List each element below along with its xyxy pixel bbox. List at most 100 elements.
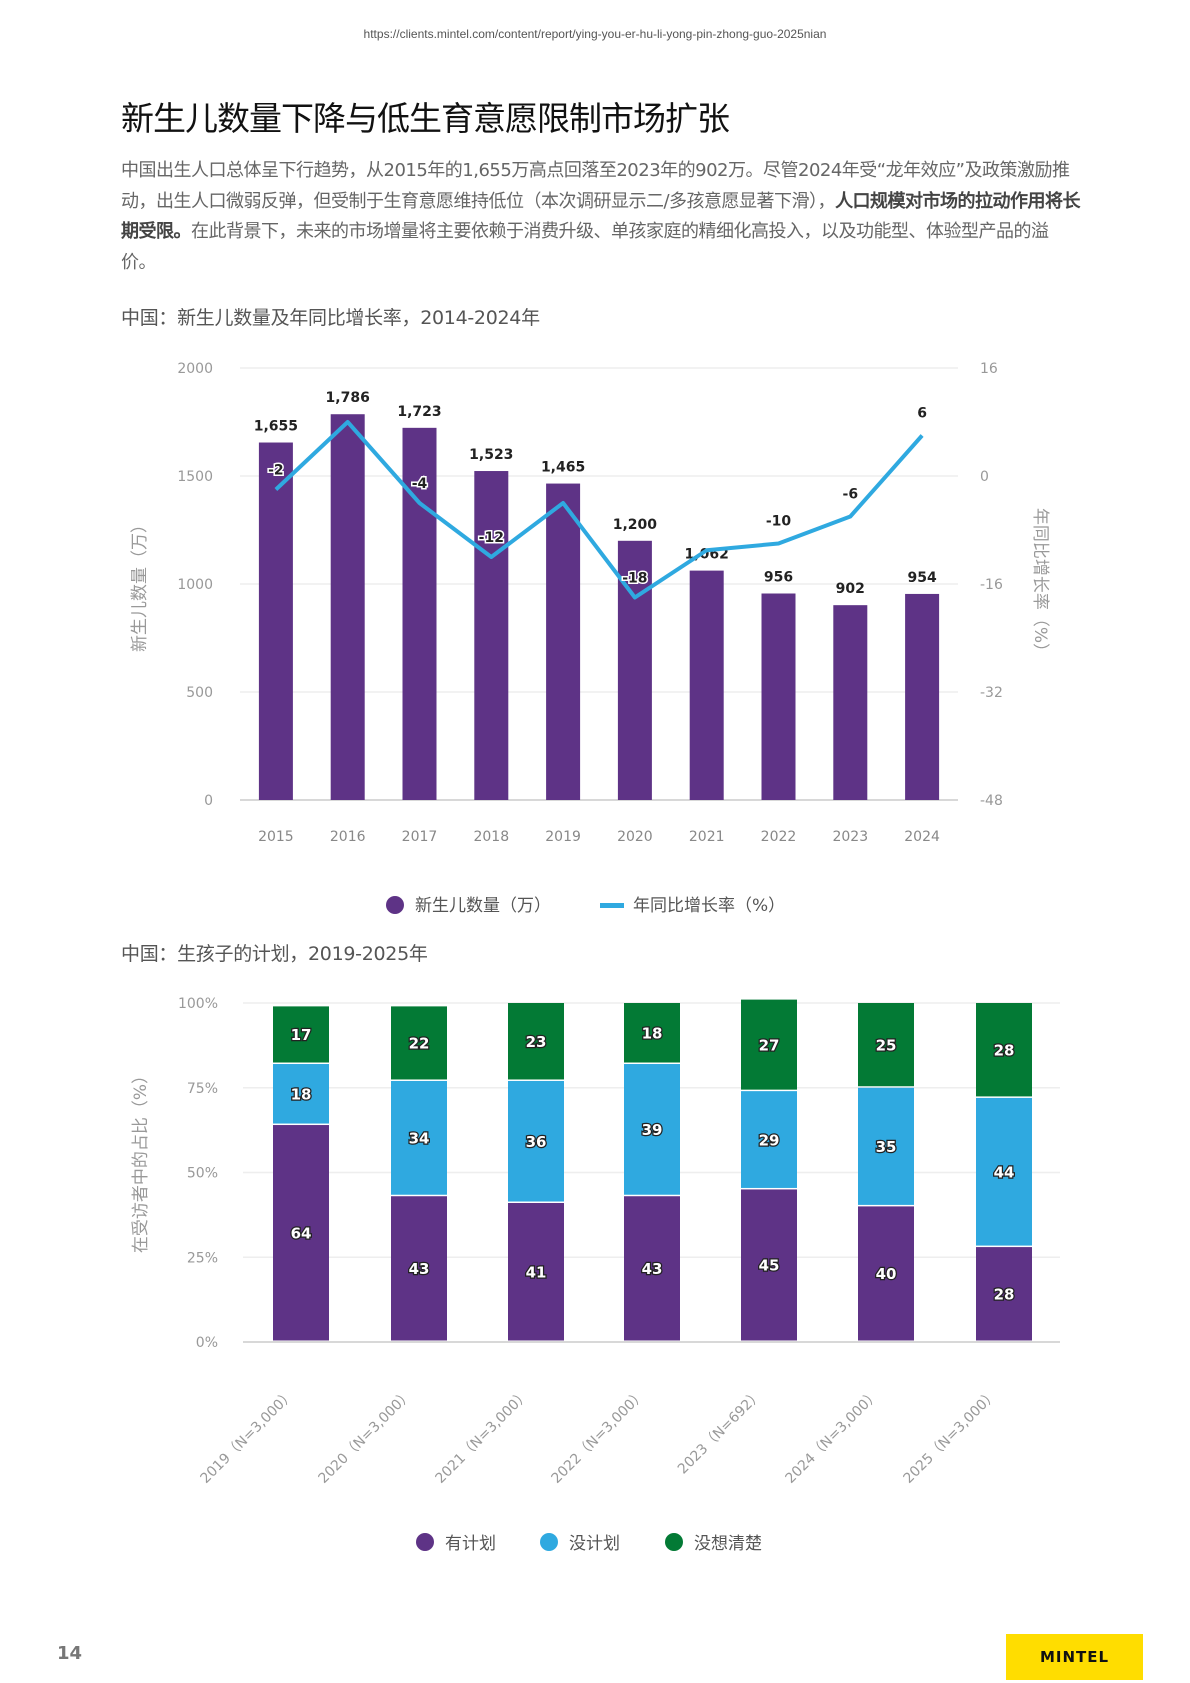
segment-data-label: 28 bbox=[994, 1041, 1015, 1059]
y-tick-label: 2000 bbox=[177, 361, 213, 377]
bar-data-label: 1,786 bbox=[326, 390, 370, 406]
stacked-bar-segment bbox=[273, 1125, 329, 1341]
segment-data-label: 23 bbox=[526, 1033, 547, 1051]
birth-plan-chart: 0% 25% 50% 75% 100% 64 18 17 2019（N=3,000） 43 34 22… bbox=[131, 996, 1060, 1554]
line-data-label: -2 bbox=[268, 463, 284, 479]
segment-data-label: 34 bbox=[409, 1130, 430, 1148]
bar-data-label: 1,465 bbox=[541, 460, 585, 476]
x-tick-label: 2023 bbox=[832, 829, 868, 845]
bar-data-label: 902 bbox=[836, 581, 865, 597]
page-number: 14 bbox=[57, 1643, 83, 1664]
bar bbox=[546, 483, 581, 800]
y-axis-label: 新生儿数量（万） bbox=[130, 516, 150, 652]
bar bbox=[474, 471, 509, 800]
stacked-bar-segment bbox=[624, 1196, 680, 1341]
stacked-bar-segment bbox=[858, 1087, 914, 1205]
bar bbox=[905, 593, 940, 800]
growth-line bbox=[274, 420, 924, 600]
y-tick-label: 75% bbox=[187, 1081, 218, 1097]
x-tick-label: 2022 bbox=[761, 829, 797, 845]
legend-bar-marker bbox=[386, 896, 404, 914]
y-tick-label: 50% bbox=[187, 1166, 218, 1182]
segment-data-label: 22 bbox=[409, 1035, 430, 1053]
y-tick-label: 1000 bbox=[177, 577, 213, 593]
chart1-title: 中国：新生儿数量及年同比增长率，2014-2024年 bbox=[121, 307, 540, 329]
line-data-label: -12 bbox=[479, 530, 504, 546]
paragraph-bold-text: 人口规模对市场的拉动作用将长期受限。 bbox=[121, 190, 1081, 243]
y2-tick-label: -48 bbox=[980, 793, 1003, 809]
bar bbox=[330, 414, 365, 800]
bar-data-label: 956 bbox=[764, 570, 793, 586]
legend-marker bbox=[540, 1533, 558, 1551]
segment-data-label: 64 bbox=[291, 1225, 312, 1243]
segment-data-label: 43 bbox=[642, 1260, 663, 1278]
legend-label: 没计划 bbox=[569, 1534, 620, 1554]
segment-data-label: 39 bbox=[642, 1121, 663, 1139]
chart2-title: 中国：生孩子的计划，2019-2025年 bbox=[121, 943, 428, 965]
stacked-bar-segment bbox=[273, 1064, 329, 1124]
stacked-bar-segment bbox=[858, 1206, 914, 1341]
x-tick-label: 2018 bbox=[473, 829, 509, 845]
y-tick-label: 500 bbox=[186, 685, 213, 701]
paragraph-text: 中国出生人口总体呈下行趋势，从2015年的1,655万高点回落至2023年的90… bbox=[121, 160, 1070, 212]
stacked-bar-segment bbox=[976, 1003, 1032, 1097]
x-tick-label: 2021 bbox=[689, 829, 725, 845]
stacked-bar-segment bbox=[624, 1003, 680, 1063]
body-paragraph: 中国出生人口总体呈下行趋势，从2015年的1,655万高点回落至2023年的90… bbox=[121, 156, 1081, 278]
segment-data-label: 25 bbox=[876, 1036, 897, 1054]
stacked-bar-segment bbox=[391, 1080, 447, 1195]
x-tick-label: 2017 bbox=[402, 829, 438, 845]
y2-tick-label: -16 bbox=[980, 577, 1003, 593]
stacked-bar-segment bbox=[391, 1196, 447, 1341]
bar-data-label: 954 bbox=[907, 570, 936, 586]
segment-data-label: 27 bbox=[759, 1036, 780, 1054]
x-tick-label: 2024 bbox=[904, 829, 940, 845]
y-tick-label: 0% bbox=[196, 1335, 218, 1351]
line-data-label: -10 bbox=[766, 514, 792, 530]
segment-data-label: 17 bbox=[291, 1026, 312, 1044]
stacked-bar-segment bbox=[976, 1097, 1032, 1246]
stacked-bar-segment bbox=[858, 1003, 914, 1087]
line-data-label: 6 bbox=[917, 406, 927, 422]
stacked-bar-segment bbox=[508, 1003, 564, 1080]
y-tick-label: 100% bbox=[178, 996, 218, 1012]
legend-marker bbox=[665, 1533, 683, 1551]
y-tick-label: 0 bbox=[204, 793, 213, 809]
stacked-bar-segment bbox=[391, 1006, 447, 1080]
mintel-logo: MINTEL bbox=[1006, 1634, 1143, 1680]
segment-data-label: 35 bbox=[876, 1138, 897, 1156]
bar-data-label: 1,655 bbox=[254, 419, 298, 435]
line-data-label: -4 bbox=[412, 476, 428, 492]
x-tick-label: 2024（N=3,000） bbox=[782, 1387, 882, 1487]
bar-data-label: 1,723 bbox=[397, 404, 441, 420]
legend-label: 没想清楚 bbox=[694, 1534, 762, 1554]
x-tick-label: 2019 bbox=[545, 829, 581, 845]
line-data-label: -6 bbox=[843, 487, 859, 503]
stacked-bar-segment bbox=[273, 1006, 329, 1063]
legend-line-marker bbox=[600, 903, 624, 908]
bar bbox=[761, 593, 796, 800]
x-tick-label: 2025（N=3,000） bbox=[900, 1387, 1000, 1487]
segment-data-label: 18 bbox=[291, 1086, 312, 1104]
segment-data-label: 36 bbox=[526, 1133, 547, 1151]
segment-data-label: 43 bbox=[409, 1260, 430, 1278]
y2-axis-label: 年同比增长率（%） bbox=[1030, 508, 1050, 660]
y-tick-label: 1500 bbox=[177, 469, 213, 485]
stacked-bar-segment bbox=[976, 1247, 1032, 1341]
stacked-bar-segment bbox=[741, 1189, 797, 1341]
stacked-bar-segment bbox=[741, 999, 797, 1090]
segment-data-label: 41 bbox=[526, 1264, 547, 1282]
x-tick-label: 2021（N=3,000） bbox=[432, 1387, 532, 1487]
x-tick-label: 2020（N=3,000） bbox=[315, 1387, 415, 1487]
segment-data-label: 40 bbox=[876, 1265, 897, 1283]
x-tick-label: 2023（N=692） bbox=[675, 1387, 766, 1478]
bar bbox=[258, 442, 293, 800]
legend-label: 年同比增长率（%） bbox=[633, 896, 785, 916]
legend-marker bbox=[416, 1533, 434, 1551]
segment-data-label: 28 bbox=[994, 1286, 1015, 1304]
bar bbox=[833, 605, 868, 800]
x-tick-label: 2019（N=3,000） bbox=[197, 1387, 297, 1487]
segment-data-label: 29 bbox=[759, 1131, 780, 1149]
y-axis-label: 在受访者中的占比（%） bbox=[131, 1067, 151, 1253]
